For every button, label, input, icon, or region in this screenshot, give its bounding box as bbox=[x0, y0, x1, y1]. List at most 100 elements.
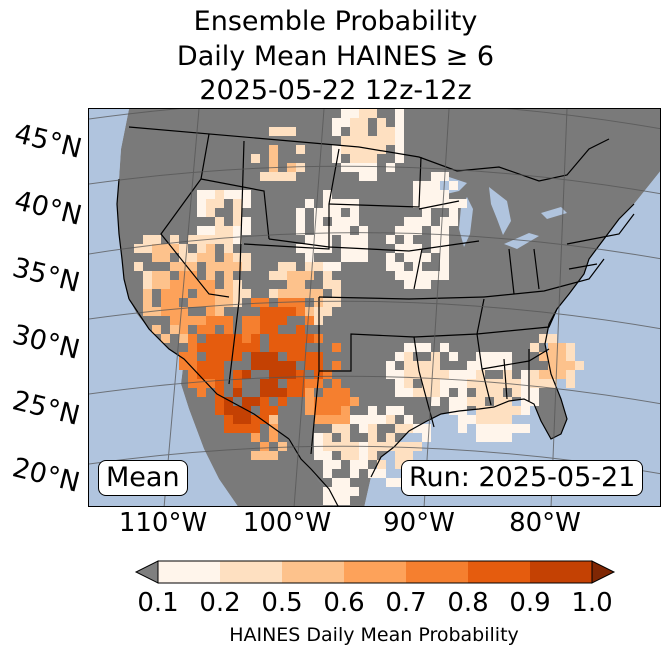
probability-cell bbox=[494, 361, 503, 370]
probability-cell bbox=[494, 352, 503, 361]
probability-cell bbox=[233, 352, 242, 361]
probability-cell bbox=[476, 415, 485, 424]
probability-cell bbox=[521, 397, 530, 406]
probability-cell bbox=[350, 451, 359, 460]
probability-cell bbox=[251, 343, 260, 352]
probability-cell bbox=[197, 199, 206, 208]
probability-cell bbox=[197, 370, 206, 379]
probability-cell bbox=[215, 343, 224, 352]
probability-cell bbox=[332, 406, 341, 415]
title-line-1: Ensemble Probability bbox=[193, 6, 478, 37]
probability-cell bbox=[341, 118, 350, 127]
probability-cell bbox=[359, 154, 368, 163]
probability-cell bbox=[152, 244, 161, 253]
probability-cell bbox=[233, 199, 242, 208]
lat-label-25: 25°N bbox=[9, 385, 83, 432]
run-date-badge: Run: 2025-05-21 bbox=[401, 460, 644, 496]
probability-cell bbox=[287, 307, 296, 316]
probability-cell bbox=[323, 451, 332, 460]
probability-cell bbox=[413, 253, 422, 262]
probability-cell bbox=[476, 370, 485, 379]
probability-cell bbox=[251, 397, 260, 406]
probability-cell bbox=[251, 298, 260, 307]
probability-cell bbox=[224, 271, 233, 280]
probability-cell bbox=[431, 388, 440, 397]
probability-cell bbox=[242, 316, 251, 325]
probability-cell bbox=[368, 451, 377, 460]
probability-cell bbox=[350, 469, 359, 478]
colorbar bbox=[134, 560, 616, 584]
probability-cell bbox=[251, 361, 260, 370]
probability-cell bbox=[242, 334, 251, 343]
probability-cell bbox=[197, 388, 206, 397]
probability-cell bbox=[323, 433, 332, 442]
probability-cell bbox=[404, 388, 413, 397]
probability-cell bbox=[188, 280, 197, 289]
probability-cell bbox=[206, 370, 215, 379]
probability-cell bbox=[539, 334, 548, 343]
probability-cell bbox=[350, 118, 359, 127]
probability-cell bbox=[332, 460, 341, 469]
probability-cell bbox=[233, 406, 242, 415]
probability-cell bbox=[404, 280, 413, 289]
lon-label-90w: 90°W bbox=[383, 508, 455, 538]
probability-cell bbox=[431, 226, 440, 235]
probability-cell bbox=[431, 181, 440, 190]
graticule bbox=[89, 109, 660, 506]
probability-cell bbox=[530, 370, 539, 379]
probability-cell bbox=[170, 307, 179, 316]
probability-cell bbox=[350, 235, 359, 244]
probability-cell bbox=[431, 190, 440, 199]
probability-cell bbox=[233, 253, 242, 262]
probability-cell bbox=[458, 370, 467, 379]
probability-cell bbox=[260, 397, 269, 406]
probability-cell bbox=[476, 388, 485, 397]
probability-cell bbox=[278, 334, 287, 343]
probability-cell bbox=[395, 388, 404, 397]
probability-cell bbox=[269, 379, 278, 388]
probability-cell bbox=[278, 343, 287, 352]
probability-cell bbox=[215, 388, 224, 397]
probability-cell bbox=[503, 415, 512, 424]
probability-cell bbox=[134, 244, 143, 253]
probability-cell bbox=[332, 487, 341, 496]
probability-cell bbox=[332, 388, 341, 397]
probability-cell bbox=[233, 343, 242, 352]
probability-cell bbox=[350, 127, 359, 136]
probability-cell bbox=[431, 172, 440, 181]
probability-cell bbox=[179, 316, 188, 325]
probability-cell bbox=[215, 289, 224, 298]
probability-cell bbox=[557, 361, 566, 370]
probability-cell bbox=[233, 424, 242, 433]
probability-cell bbox=[314, 217, 323, 226]
probability-cell bbox=[269, 343, 278, 352]
probability-cell bbox=[323, 271, 332, 280]
probability-cell bbox=[467, 361, 476, 370]
probability-cell bbox=[188, 262, 197, 271]
probability-cell bbox=[422, 280, 431, 289]
probability-cell bbox=[287, 334, 296, 343]
probability-cell bbox=[386, 406, 395, 415]
probability-cell bbox=[332, 280, 341, 289]
probability-cell bbox=[224, 298, 233, 307]
probability-cell bbox=[305, 307, 314, 316]
probability-cell bbox=[152, 253, 161, 262]
probability-cell bbox=[314, 379, 323, 388]
probability-cell bbox=[458, 199, 467, 208]
probability-cell bbox=[548, 352, 557, 361]
probability-cell bbox=[404, 451, 413, 460]
probability-cell bbox=[548, 361, 557, 370]
lat-label-20: 20°N bbox=[9, 452, 83, 499]
probability-cell bbox=[233, 226, 242, 235]
probability-cell bbox=[152, 307, 161, 316]
probability-cell bbox=[332, 118, 341, 127]
probability-cell bbox=[152, 280, 161, 289]
probability-cell bbox=[422, 271, 431, 280]
probability-cell bbox=[269, 325, 278, 334]
probability-cell bbox=[476, 379, 485, 388]
probability-cell bbox=[206, 226, 215, 235]
probability-cell bbox=[206, 352, 215, 361]
probability-cell bbox=[215, 370, 224, 379]
probability-cell bbox=[404, 343, 413, 352]
probability-cell bbox=[296, 280, 305, 289]
